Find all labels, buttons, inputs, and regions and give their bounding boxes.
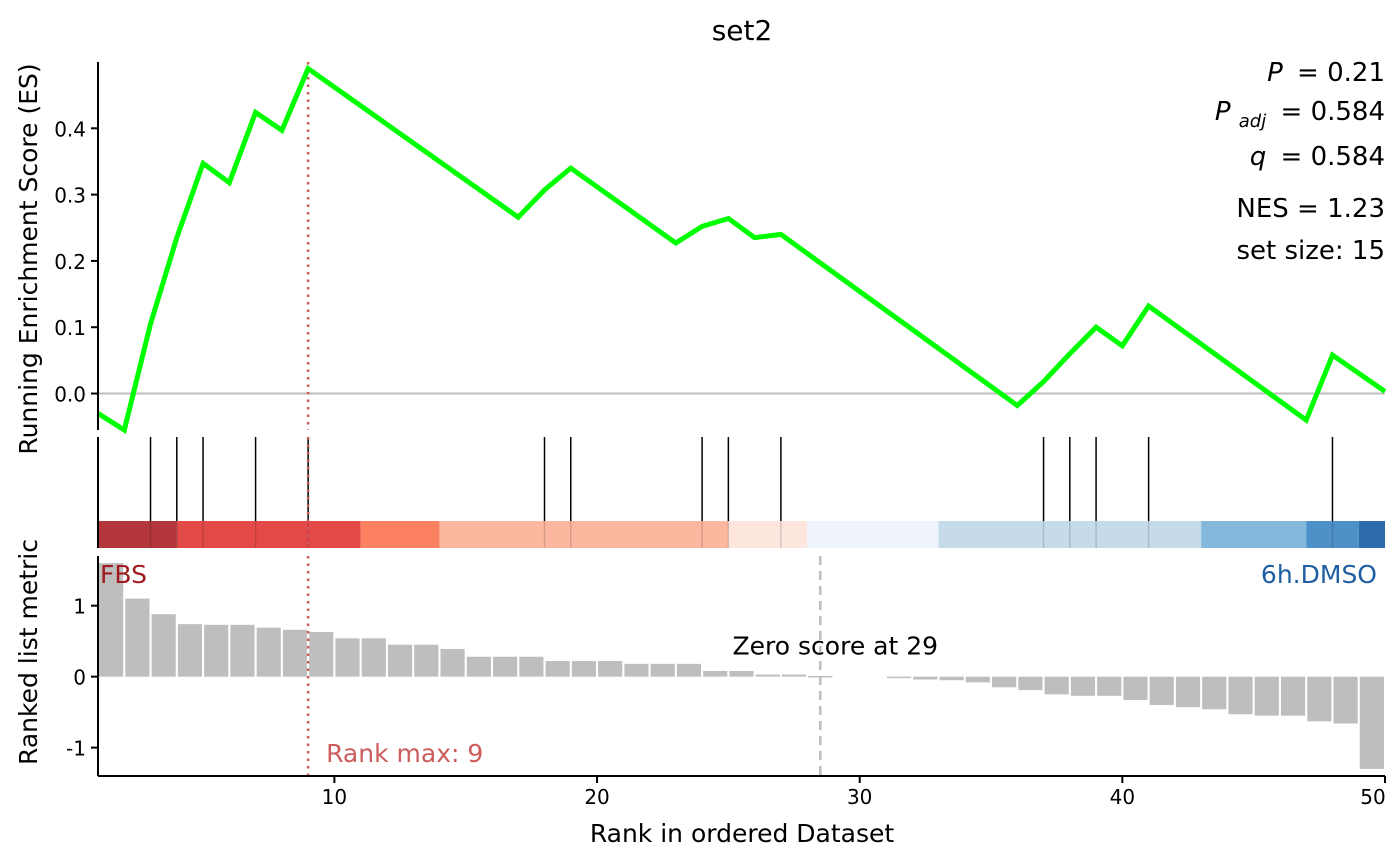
metric-bar [1018, 676, 1043, 691]
negative-phenotype-label: 6h.DMSO [1261, 560, 1377, 589]
metric-bar [151, 614, 176, 677]
hits-panel [97, 437, 1385, 548]
color-bar-segment [1306, 521, 1359, 548]
es-ylabel: Running Enrichment Score (ES) [14, 63, 43, 454]
color-bar-segment [360, 521, 440, 548]
metric-bar [1280, 676, 1306, 716]
es-ytick-label: 0.4 [54, 117, 86, 141]
zero-score-label: Zero score at 29 [733, 632, 938, 661]
stats-block: P = 0.21 P adj = 0.584 q = 0.584 NES = 1… [1215, 58, 1385, 266]
metric-bar [939, 676, 964, 681]
metric-bar [1359, 676, 1384, 769]
metric-bar [1202, 676, 1227, 710]
es-panel: Running Enrichment Score (ES) 0.0 0.1 0.2 0… [14, 58, 1387, 455]
metric-bar [204, 624, 229, 677]
metric-bar [230, 624, 255, 677]
color-bar-segment [1358, 521, 1385, 548]
padj-subscript: adj [1239, 111, 1266, 132]
color-bar-segment [439, 521, 729, 548]
metric-bar [624, 663, 649, 677]
metric-bar [1307, 676, 1332, 722]
positive-phenotype-label: FBS [100, 560, 147, 589]
set-size-text: set size: 15 [1236, 236, 1385, 266]
metric-bar [309, 631, 334, 677]
metric-bar [992, 676, 1017, 688]
metric-bar [676, 663, 702, 677]
color-bar-segment [938, 521, 1202, 548]
nes-text: NES = 1.23 [1236, 194, 1385, 224]
metric-bars [99, 563, 1384, 769]
metric-bar [781, 674, 807, 677]
metric-bar [256, 627, 281, 677]
xtick-label: 30 [847, 785, 872, 809]
p-label: P [1267, 58, 1283, 88]
es-series-line [96, 64, 1387, 434]
metric-bar [414, 644, 439, 677]
p-value: = 0.21 [1297, 58, 1385, 88]
metric-bar [1044, 676, 1069, 695]
metric-bar [729, 670, 754, 677]
rank-max-label: Rank max: 9 [326, 739, 483, 768]
xtick-label: 50 [1360, 785, 1385, 809]
xtick-label: 10 [322, 785, 347, 809]
metric-bar [282, 629, 308, 677]
metric-bar [387, 644, 413, 677]
metric-ytick-label: 0 [73, 666, 86, 690]
color-bar-segment [176, 521, 361, 548]
color-bar-segment [728, 521, 808, 548]
es-ytick-label: 0.2 [54, 250, 86, 274]
xtick-label: 40 [1110, 785, 1135, 809]
metric-ytick-label: -1 [66, 737, 86, 761]
q-label: q [1250, 142, 1267, 172]
es-ytick-label: 0.0 [54, 383, 86, 407]
metric-bar [887, 676, 912, 679]
metric-bar [913, 676, 938, 680]
metric-bar [1123, 676, 1148, 701]
metric-bar [125, 598, 150, 677]
metric-bar [99, 563, 124, 677]
padj-value-text: P adj = 0.584 [1215, 97, 1385, 134]
metric-bar [1097, 676, 1122, 696]
metric-bar [1175, 676, 1201, 708]
metric-bar [177, 624, 203, 677]
color-bar-segment [1201, 521, 1307, 548]
q-value: = 0.584 [1281, 142, 1385, 172]
metric-bar [598, 661, 623, 677]
metric-bar [703, 670, 728, 677]
es-ytick-label: 0.1 [54, 316, 86, 340]
metric-bar [650, 663, 675, 677]
metric-bar [545, 661, 570, 677]
padj-label: P [1215, 97, 1231, 127]
es-ytick-label: 0.3 [54, 184, 86, 208]
q-value-text: q = 0.584 [1250, 142, 1385, 172]
p-value-text: P = 0.21 [1267, 58, 1385, 88]
xtick-label: 20 [584, 785, 609, 809]
metric-bar [519, 656, 544, 677]
metric-bar [361, 638, 386, 677]
metric-bar [1254, 676, 1279, 716]
metric-bar [440, 648, 465, 677]
metric-ytick-label: 1 [73, 595, 86, 619]
metric-bar [1149, 676, 1174, 706]
metric-bar [493, 656, 518, 677]
metric-ylabel: Ranked list metric [14, 539, 43, 765]
x-axis-label: Rank in ordered Dataset [590, 819, 895, 848]
metric-bar [755, 674, 780, 677]
color-bar-segment [98, 521, 177, 548]
metric-bar [1228, 676, 1253, 715]
metric-bar [1070, 676, 1096, 696]
padj-value: = 0.584 [1281, 97, 1385, 127]
metric-bar [965, 676, 990, 683]
metric-bar [335, 638, 360, 677]
metric-bar [571, 661, 596, 677]
metric-bar [466, 656, 491, 677]
color-bar [98, 521, 1385, 548]
chart-title: set2 [712, 14, 773, 47]
color-bar-segment [807, 521, 939, 548]
metric-bar [1333, 676, 1358, 724]
metric-panel: Ranked list metric 10-1 Zero score at 29… [14, 539, 1386, 848]
